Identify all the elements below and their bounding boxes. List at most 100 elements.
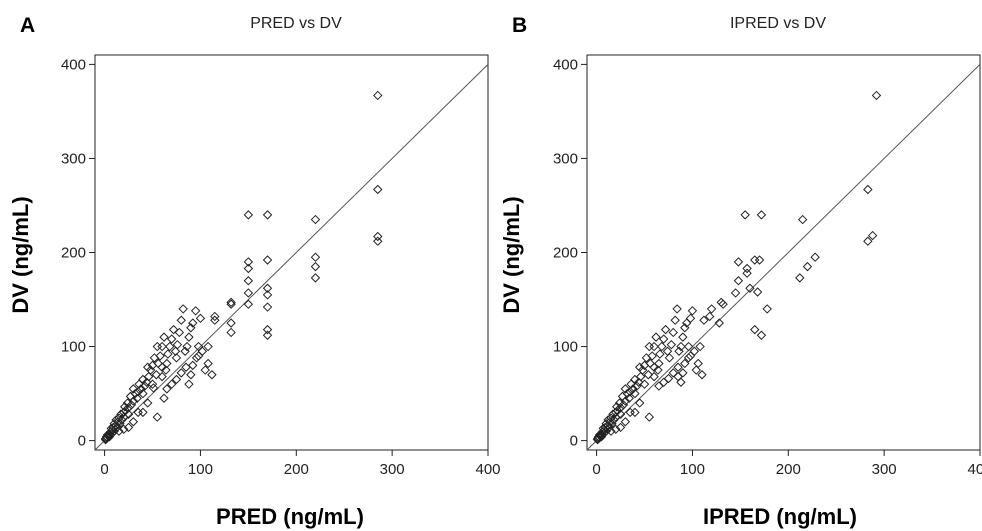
data-point: [657, 341, 667, 352]
data-point: [114, 426, 124, 436]
data-point: [672, 304, 682, 314]
data-point: [615, 422, 626, 433]
data-point: [687, 306, 698, 316]
data-point: [615, 409, 626, 419]
data-point: [635, 398, 645, 408]
y-tick-label: 100: [553, 339, 578, 356]
data-point: [138, 407, 148, 418]
data-point: [653, 365, 663, 375]
data-point: [186, 323, 196, 333]
data-point: [630, 407, 640, 418]
data-point: [168, 324, 179, 335]
data-point: [310, 261, 321, 272]
data-point: [210, 315, 220, 325]
data-point: [191, 353, 202, 363]
data-point: [149, 353, 160, 363]
data-point: [176, 368, 186, 378]
data-point: [203, 341, 213, 352]
data-point: [655, 349, 665, 359]
data-point: [190, 306, 201, 316]
data-point: [680, 323, 690, 333]
data-point: [647, 351, 657, 361]
data-point: [733, 257, 744, 267]
data-point: [128, 417, 139, 427]
data-point: [660, 324, 671, 335]
chart-title: PRED vs DV: [250, 15, 342, 32]
data-point: [197, 346, 208, 356]
data-point: [644, 412, 655, 422]
panel-letter: A: [20, 14, 35, 37]
y-tick-label: 300: [553, 150, 578, 167]
data-point: [641, 353, 652, 363]
data-point: [147, 360, 158, 371]
data-point: [678, 368, 688, 378]
data-point: [210, 311, 220, 322]
data-point: [310, 273, 321, 283]
data-point: [756, 330, 767, 340]
data-point: [863, 184, 873, 195]
data-point: [802, 261, 813, 272]
data-point: [608, 409, 618, 419]
data-point: [649, 341, 659, 352]
data-point: [159, 332, 169, 342]
data-point: [658, 377, 669, 387]
data-point: [718, 299, 728, 309]
data-point: [123, 422, 134, 433]
data-point: [123, 409, 134, 419]
data-point: [166, 334, 177, 344]
data-point: [681, 318, 692, 328]
data-point: [635, 362, 645, 372]
data-point: [871, 90, 882, 101]
data-point: [373, 90, 383, 101]
data-point: [654, 358, 664, 369]
x-tick-label: 100: [680, 461, 705, 478]
data-point: [171, 353, 182, 363]
data-point: [193, 341, 204, 352]
data-point: [674, 346, 684, 356]
data-point: [666, 339, 677, 350]
y-tick-label: 400: [61, 56, 86, 73]
y-tick-label: 100: [61, 339, 86, 356]
data-point: [243, 263, 254, 274]
data-point: [170, 346, 181, 356]
data-point: [651, 332, 661, 342]
data-point: [639, 360, 650, 371]
data-point: [662, 346, 673, 356]
data-point: [162, 358, 172, 369]
data-point: [663, 373, 674, 384]
data-point: [262, 324, 273, 335]
data-point: [143, 398, 153, 408]
data-point: [116, 409, 126, 419]
data-point: [162, 384, 172, 394]
data-point: [310, 214, 321, 225]
data-point: [373, 236, 383, 246]
data-point: [180, 346, 190, 356]
data-point: [685, 313, 696, 324]
data-point: [101, 432, 112, 442]
data-point: [683, 353, 694, 363]
data-point: [142, 377, 152, 387]
x-tick-label: 300: [380, 461, 405, 478]
data-point: [644, 341, 655, 352]
data-point: [133, 407, 143, 418]
data-point: [166, 379, 177, 389]
data-point: [157, 341, 167, 352]
y-tick-label: 200: [553, 245, 578, 262]
data-point: [733, 276, 744, 286]
data-point: [226, 318, 236, 328]
data-point: [102, 430, 113, 440]
x-axis-label: PRED (ng/mL): [216, 504, 364, 529]
data-point: [691, 365, 701, 375]
data-point: [152, 341, 163, 352]
data-point: [670, 315, 680, 325]
data-point: [668, 368, 678, 378]
data-point: [673, 371, 683, 382]
y-tick-label: 400: [553, 56, 578, 73]
data-point: [100, 434, 111, 444]
panel-letter: B: [512, 14, 527, 37]
x-tick-label: 400: [475, 461, 500, 478]
data-point: [243, 288, 254, 298]
data-point: [155, 351, 165, 361]
data-point: [754, 255, 765, 265]
data-point: [373, 231, 383, 242]
